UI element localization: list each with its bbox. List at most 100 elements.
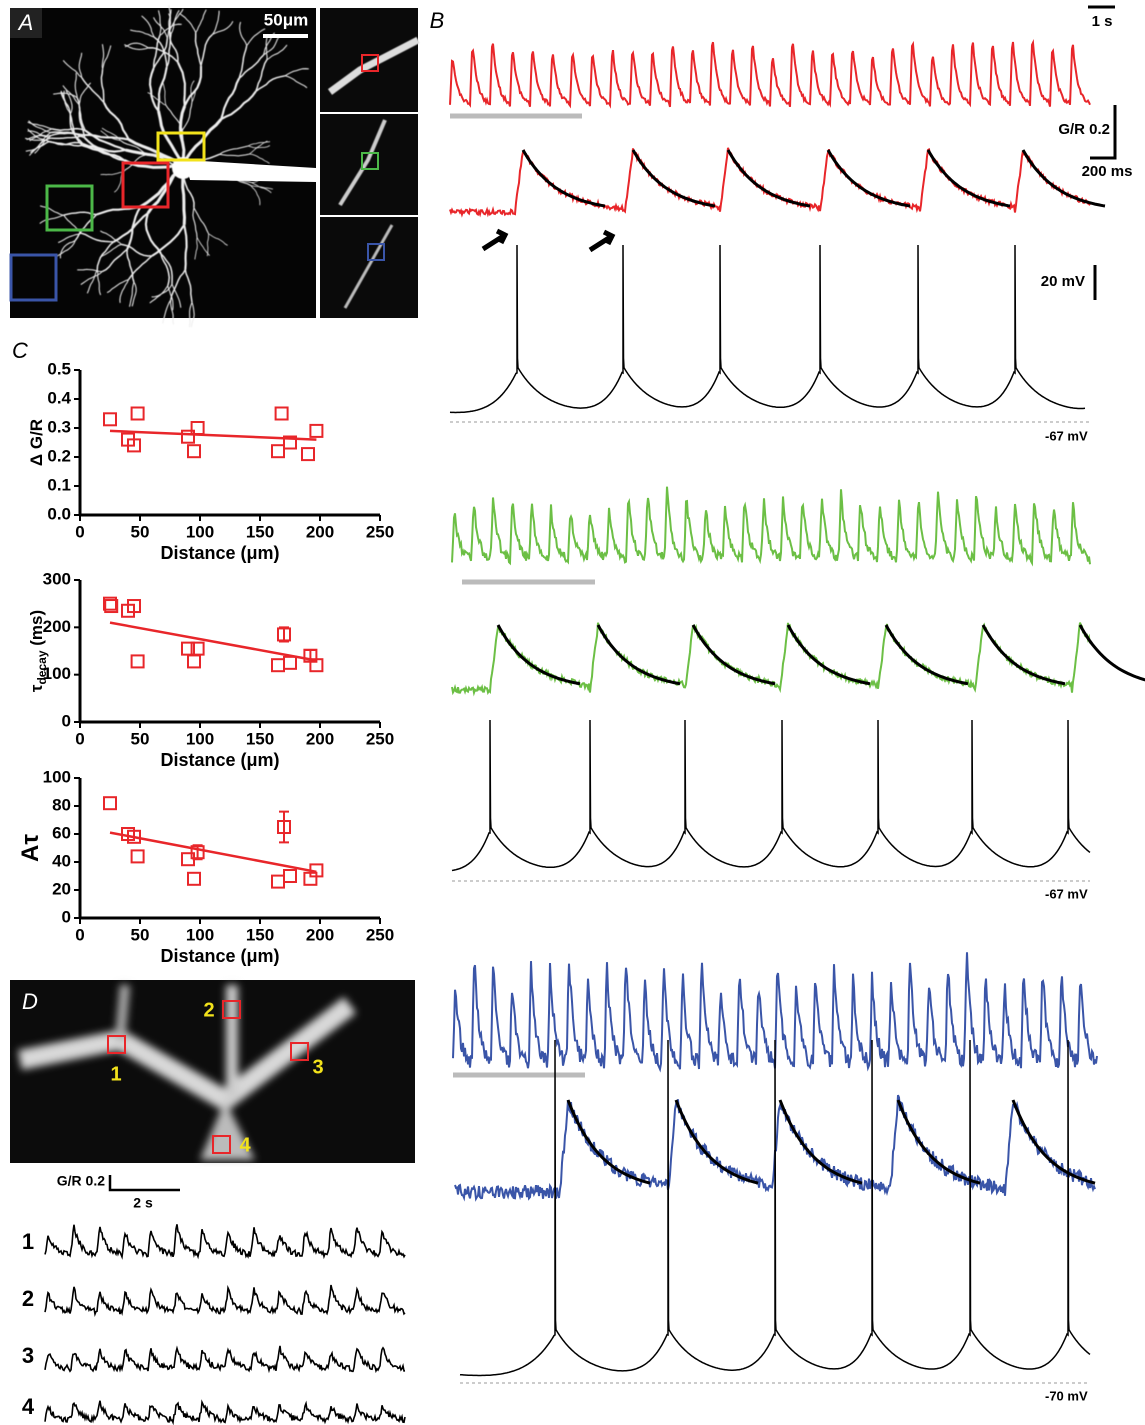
data-point	[301, 447, 315, 462]
scale-bar	[1090, 105, 1117, 160]
dendrite	[247, 141, 271, 147]
dendrite	[219, 153, 250, 157]
scale-label: G/R 0.2	[57, 1173, 105, 1189]
x-tick-label: 50	[131, 729, 150, 748]
dendrite	[181, 118, 223, 166]
y-tick-label: 0.5	[47, 359, 71, 378]
y-tick-label: 80	[52, 795, 71, 814]
y-tick-label: 300	[43, 569, 71, 588]
dendrite	[183, 65, 203, 107]
dendrite	[106, 279, 129, 294]
x-tick-label: 250	[366, 925, 394, 944]
roi	[290, 1042, 309, 1061]
dendrite	[50, 131, 85, 136]
inset	[320, 8, 418, 112]
dendrite	[81, 232, 114, 243]
dendrite	[208, 233, 228, 246]
panel-label: A	[17, 10, 34, 35]
x-tick-label: 150	[246, 729, 274, 748]
arrow	[588, 229, 616, 253]
x-axis-label: Distance (μm)	[160, 750, 279, 770]
dendrite	[160, 253, 173, 285]
dendrite	[284, 75, 308, 89]
voltage-trace	[449, 244, 1086, 414]
fluorescence-trace	[451, 486, 1091, 567]
voltage-trace	[459, 1039, 1091, 1377]
data-point	[130, 406, 145, 421]
x-tick-label: 150	[246, 925, 274, 944]
fit-line	[109, 429, 317, 441]
dendrite	[250, 185, 273, 190]
dendrite	[77, 268, 103, 273]
dendrite	[249, 153, 270, 164]
exponential-fit	[826, 149, 911, 208]
dendrite	[141, 15, 155, 38]
inset	[320, 114, 418, 215]
roi	[212, 1135, 231, 1154]
y-axis-label: Aτ	[17, 834, 44, 862]
pipette	[185, 160, 316, 182]
x-tick-label: 100	[186, 925, 214, 944]
y-tick-label: 0.1	[47, 475, 71, 494]
y-label-subscript: decay	[35, 650, 49, 684]
roi-number: 1	[110, 1063, 121, 1085]
dendrite	[220, 90, 257, 121]
data-point	[130, 654, 145, 669]
roi-blue	[367, 243, 385, 261]
dendrite	[48, 141, 83, 147]
y-axis-label: τdecay (ms)	[27, 610, 49, 692]
dendrite	[188, 302, 193, 328]
fit-line	[109, 831, 317, 874]
dendrite	[59, 239, 76, 259]
dendrite	[157, 10, 162, 36]
data-point	[271, 874, 285, 889]
dendrite	[32, 132, 52, 151]
dendrite	[194, 32, 202, 66]
rest-potential: -67 mV	[1045, 428, 1088, 443]
dendrite	[27, 130, 52, 137]
dendrite	[255, 59, 268, 92]
dendrite	[76, 97, 86, 131]
x-tick-label: 0	[75, 522, 84, 541]
dendrite	[101, 248, 128, 273]
dendrite	[128, 281, 135, 307]
dendrite	[176, 61, 186, 107]
dendrite	[193, 207, 210, 235]
dendrite	[165, 105, 183, 131]
fluorescence-trace	[44, 1345, 406, 1374]
dendrite	[130, 29, 155, 38]
dendrite	[266, 44, 288, 61]
rest-potential: -67 mV	[1045, 886, 1088, 901]
dendrite	[167, 285, 174, 311]
dendrite	[168, 5, 172, 31]
data-point	[190, 421, 205, 435]
dendrite	[124, 42, 149, 49]
y-label-text: Δ G/R	[27, 419, 46, 466]
dendrite	[148, 47, 179, 63]
dendrite	[74, 72, 78, 99]
dendrite	[148, 68, 160, 112]
scale-label: 50μm	[264, 10, 308, 29]
panel-label: C	[12, 338, 28, 363]
dendrite	[191, 80, 200, 103]
dendrite	[190, 80, 195, 103]
y-tick-label: 0.0	[47, 504, 71, 523]
exponential-fit	[778, 1099, 863, 1185]
dendrite	[101, 127, 121, 141]
x-tick-label: 100	[186, 522, 214, 541]
dendrite	[153, 17, 168, 39]
x-tick-label: 250	[366, 522, 394, 541]
dendrite	[157, 110, 185, 166]
voltage-trace	[451, 719, 1091, 872]
data-point	[103, 412, 117, 427]
dendrite	[96, 270, 102, 296]
fit-line	[109, 621, 317, 662]
dendrite	[169, 299, 175, 325]
dendrite	[100, 130, 121, 141]
dendrite	[196, 237, 210, 256]
exponential-fit	[726, 149, 811, 208]
y-tick-label: 0.3	[47, 417, 71, 436]
y-tick-label: 0	[62, 907, 71, 926]
panel-label: B	[430, 8, 445, 33]
